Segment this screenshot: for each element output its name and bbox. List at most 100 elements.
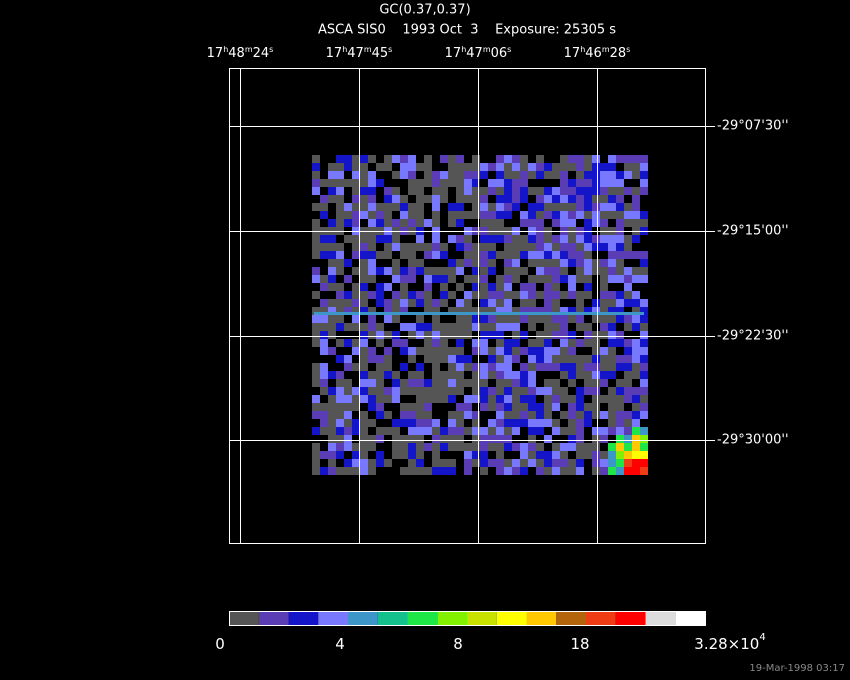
pixel [520,315,528,323]
pixel [376,451,384,459]
pixel [488,291,496,299]
pixel [504,163,512,171]
pixel [360,219,368,227]
pixel [360,259,368,267]
pixel [512,435,520,443]
pixel [592,411,600,419]
pixel [536,443,544,451]
colorbar-cell [556,611,586,625]
pixel [320,187,328,195]
pixel [464,243,472,251]
subtitle: ASCA SIS0 1993 Oct 3 Exposure: 25305 s [318,23,616,38]
pixel [528,211,536,219]
pixel [640,395,648,403]
pixel [344,403,352,411]
pixel [400,419,408,427]
pixel [576,211,584,219]
pixel [520,251,528,259]
pixel [368,395,376,403]
pixel [408,171,416,179]
pixel [584,283,592,291]
pixel [616,347,624,355]
pixel [504,219,512,227]
pixel [624,307,632,315]
pixel [392,315,400,323]
pixel [632,243,640,251]
pixel [312,235,320,243]
pixel [632,211,640,219]
pixel [528,419,536,427]
pixel [576,403,584,411]
pixel [400,235,408,243]
pixel [536,251,544,259]
pixel [496,211,504,219]
pixel [400,347,408,355]
ra-part: 47 [466,46,483,61]
pixel [464,467,472,475]
pixel [552,163,560,171]
pixel [464,259,472,267]
pixel [568,315,576,323]
pixel [352,267,360,275]
pixel [512,371,520,379]
pixel [576,267,584,275]
pixel [480,179,488,187]
pixel [464,211,472,219]
pixel [544,299,552,307]
pixel [608,459,616,467]
pixel [440,451,448,459]
pixel [640,371,648,379]
pixel [616,163,624,171]
pixel [552,243,560,251]
pixel [512,179,520,187]
pixel [328,339,336,347]
pixel [352,419,360,427]
pixel [336,307,344,315]
pixel [504,395,512,403]
pixel [640,435,648,443]
pixel [568,275,576,283]
pixel [608,155,616,163]
pixel [504,291,512,299]
pixel [376,387,384,395]
pixel [368,307,376,315]
pixel [632,323,640,331]
pixel [608,195,616,203]
pixel [376,259,384,267]
pixel [352,315,360,323]
pixel [488,195,496,203]
pixel [312,155,320,163]
pixel [576,379,584,387]
pixel [496,179,504,187]
pixel [360,355,368,363]
pixel [320,379,328,387]
pixel [464,267,472,275]
pixel [496,443,504,451]
pixel [352,275,360,283]
pixel [600,283,608,291]
pixel [616,379,624,387]
pixel [448,267,456,275]
pixel [568,171,576,179]
pixel [336,211,344,219]
pixel [568,259,576,267]
pixel [368,403,376,411]
pixel [464,355,472,363]
pixel [512,363,520,371]
pixel [368,419,376,427]
pixel [336,355,344,363]
pixel [472,163,480,171]
pixel [400,187,408,195]
pixel [528,155,536,163]
pixel [520,323,528,331]
pixel [608,299,616,307]
pixel [336,283,344,291]
pixel [344,379,352,387]
pixel [608,387,616,395]
pixel [432,323,440,331]
pixel [504,315,512,323]
pixel [424,419,432,427]
pixel [632,195,640,203]
pixel [368,163,376,171]
pixel [368,299,376,307]
